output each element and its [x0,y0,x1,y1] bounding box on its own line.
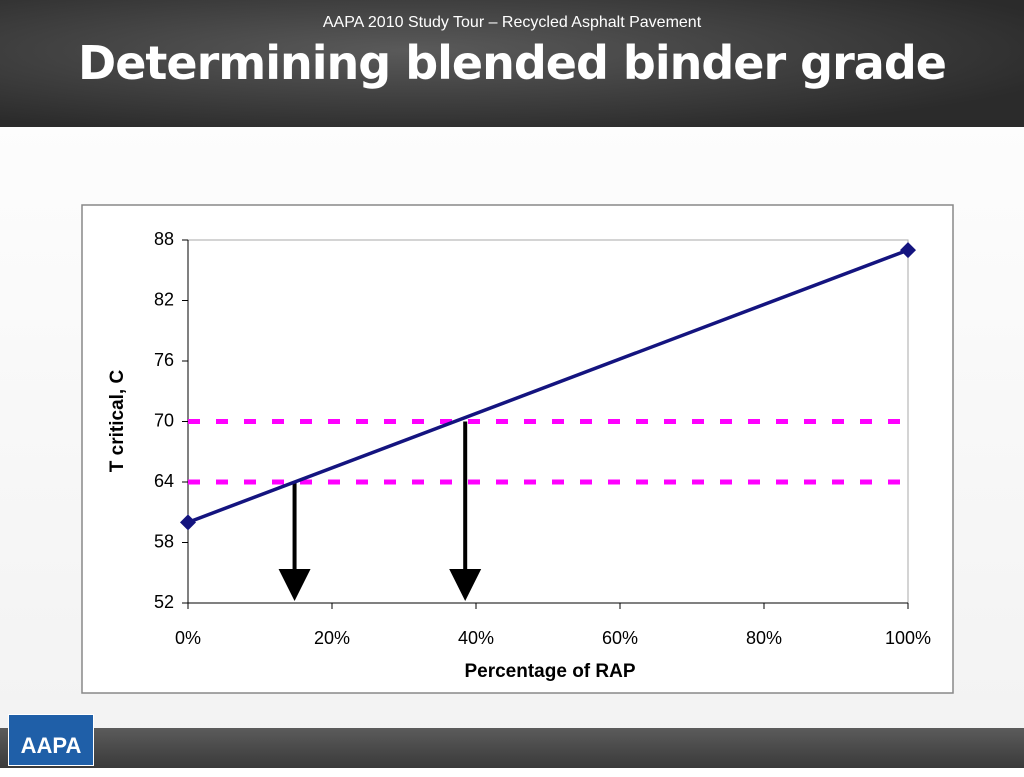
slide-title: Determining blended binder grade [78,36,947,90]
x-tick-label: 0% [175,628,201,648]
x-tick-label: 20% [314,628,350,648]
footer-text: AAPA 2010 Study Tour – Recycled Asphalt … [322,14,702,31]
x-axis-label: Percentage of RAP [464,661,635,682]
y-axis-label: T critical, C [107,370,128,473]
series-line [187,248,909,524]
x-tick-label: 40% [458,628,494,648]
arrow [278,482,311,601]
arrow [449,421,482,601]
x-tick-label: 80% [746,628,782,648]
x-tick-label: 100% [885,628,931,648]
y-tick-label: 88 [154,229,174,249]
y-tick-label: 76 [154,350,174,370]
arrow-head [278,569,311,601]
logo: AAPA [8,714,94,766]
y-tick-label: 58 [154,531,174,551]
y-tick-label: 82 [154,289,174,309]
x-tick-label: 60% [602,628,638,648]
arrow-head [449,569,482,601]
header [0,0,1024,127]
marker [900,242,916,259]
y-tick-label: 52 [154,592,174,612]
footer [0,728,1024,768]
y-tick-label: 70 [154,410,174,430]
marker [180,514,196,531]
chart-frame [81,204,954,694]
y-tick-label: 64 [154,471,174,491]
